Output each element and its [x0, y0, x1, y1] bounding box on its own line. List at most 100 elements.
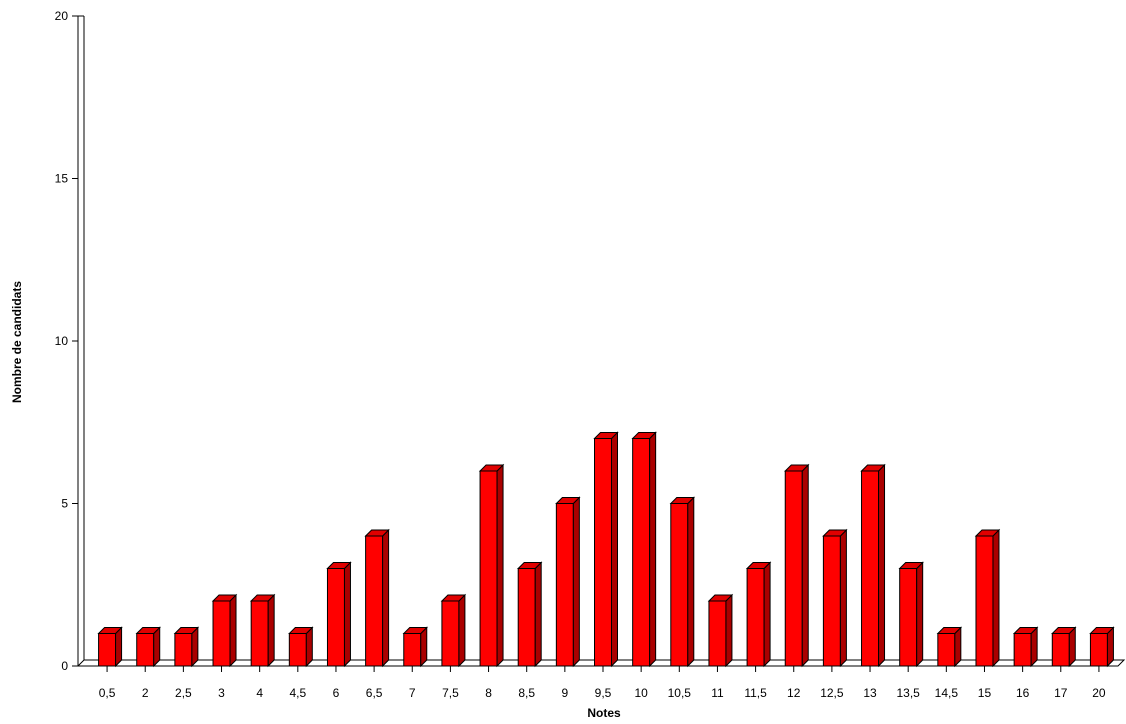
bar	[898, 561, 924, 668]
bar	[631, 431, 657, 668]
x-tick-label: 3	[218, 686, 225, 700]
y-axis-title: Nombre de candidats	[10, 281, 24, 403]
bar-top	[364, 529, 390, 537]
x-tick-label: 12,5	[820, 686, 844, 700]
bar-front	[899, 568, 918, 667]
bar-front	[594, 438, 612, 667]
bar-front	[403, 633, 422, 667]
bar	[135, 626, 161, 668]
bar-top	[97, 627, 123, 634]
x-tick-label: 4,5	[289, 686, 306, 700]
y-tick-label: 0	[61, 659, 68, 673]
bar	[593, 431, 619, 668]
bar-side	[496, 463, 504, 668]
bar-top	[707, 594, 734, 602]
x-tick-label: 16	[1016, 686, 1030, 700]
bar-front	[632, 438, 651, 667]
bar-front	[479, 470, 498, 667]
x-tick-label: 4	[256, 686, 263, 700]
bar	[1089, 626, 1115, 668]
bar-front	[822, 535, 841, 667]
y-axis	[72, 15, 84, 667]
bar-front	[250, 600, 269, 667]
bar-side	[611, 431, 618, 668]
bar-front	[937, 633, 956, 667]
bar	[288, 626, 314, 668]
bar-front	[174, 633, 193, 667]
bar-side	[916, 561, 924, 668]
bar-top	[1012, 627, 1039, 634]
bar-side	[992, 528, 1000, 668]
bar-top	[898, 562, 924, 569]
bar	[822, 528, 848, 668]
bar-side	[801, 463, 809, 668]
bar-side	[763, 561, 771, 668]
bar-top	[478, 464, 505, 472]
x-tick-label: 14,5	[935, 686, 959, 700]
bar-side	[572, 496, 580, 668]
bar-top	[745, 562, 772, 569]
bar-front	[441, 600, 460, 667]
bar-top	[1089, 627, 1115, 634]
bar	[860, 463, 886, 668]
bar-top	[249, 594, 276, 602]
x-tick-label: 13	[863, 686, 877, 700]
bar-top	[822, 529, 848, 537]
bar	[326, 561, 352, 668]
x-tick-label: 7	[409, 686, 416, 700]
bar-top	[631, 432, 657, 439]
bar	[669, 496, 696, 668]
bar-front	[288, 633, 307, 667]
x-tick-label: 2,5	[175, 686, 192, 700]
bar-side	[382, 528, 390, 668]
x-tick-label: 6,5	[366, 686, 383, 700]
bar	[974, 528, 1001, 668]
bar	[555, 496, 581, 668]
bar-front	[555, 503, 574, 667]
x-tick-label: 17	[1054, 686, 1068, 700]
bar-top	[173, 627, 200, 634]
bar-top	[211, 594, 238, 602]
bar-front	[708, 600, 727, 667]
y-tick-label: 20	[55, 9, 69, 23]
x-tick-label: 6	[333, 686, 340, 700]
bar-top	[860, 464, 886, 472]
bar	[211, 593, 238, 668]
bar	[1051, 626, 1077, 668]
bar-side	[725, 593, 733, 668]
x-tick-label: 9	[562, 686, 569, 700]
bar-side	[458, 593, 466, 668]
bar-front	[365, 535, 384, 667]
bar-front	[861, 470, 880, 667]
x-tick-label: 8,5	[518, 686, 535, 700]
bar	[402, 626, 428, 668]
y-tick-labels: 0 5 10 15 20	[55, 9, 69, 673]
x-tick-label: 20	[1092, 686, 1106, 700]
bar-side	[878, 463, 886, 668]
bar-front	[975, 535, 994, 667]
x-tick-label: 11,5	[744, 686, 767, 700]
bar-top	[669, 497, 696, 504]
bar-top	[1051, 627, 1077, 634]
bar-front	[1051, 633, 1070, 667]
x-tick-label: 15	[978, 686, 992, 700]
bar-top	[326, 562, 352, 569]
bar-front	[1013, 633, 1032, 667]
x-tick-label: 7,5	[442, 686, 459, 700]
bars	[97, 431, 1115, 668]
y-tick-label: 5	[61, 497, 68, 511]
bar	[364, 528, 390, 668]
bar	[173, 626, 200, 668]
x-tick-label: 11	[711, 686, 724, 700]
bar-front	[784, 470, 803, 667]
y-tick-label: 10	[55, 334, 69, 348]
bar-top	[974, 529, 1001, 537]
bar	[516, 561, 543, 668]
bar-top	[593, 432, 619, 439]
x-tick-label: 10	[634, 686, 648, 700]
bar-front	[517, 568, 536, 667]
y-tick-label: 15	[55, 172, 69, 186]
bar-side	[534, 561, 542, 668]
bar-front	[1089, 633, 1108, 667]
